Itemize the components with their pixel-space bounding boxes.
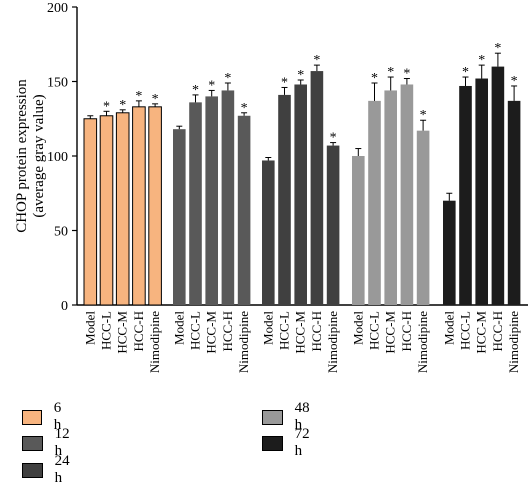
x-tick-label: HCC-M (293, 311, 308, 354)
x-tick-label: HCC-M (115, 311, 130, 354)
legend-item: 72 h (262, 426, 315, 460)
x-tick-label: Model (171, 311, 186, 345)
bar (221, 90, 235, 305)
x-tick-label: Model (350, 311, 365, 345)
bar (189, 102, 202, 305)
bar (416, 130, 430, 305)
x-tick-label: HCC-M (383, 311, 398, 354)
bar (173, 129, 186, 305)
legend-swatch (22, 409, 42, 425)
legend-item: 6 h (22, 400, 68, 434)
significance-marker: * (494, 41, 501, 56)
y-axis-label: CHOP protein expression(average gray val… (14, 79, 47, 233)
significance-marker: * (281, 75, 288, 90)
significance-marker: * (403, 67, 410, 82)
bar (491, 66, 505, 305)
significance-marker: * (241, 101, 248, 116)
y-tick-label: 200 (47, 1, 68, 16)
y-tick-label: 50 (54, 225, 68, 240)
x-tick-label: HCC-M (474, 311, 489, 354)
legend-item: 48 h (262, 400, 315, 434)
bar (475, 78, 488, 306)
bar (83, 118, 98, 306)
significance-marker: * (313, 53, 320, 68)
bar (400, 84, 414, 305)
x-tick-label: HCC-H (220, 311, 235, 351)
bar (294, 84, 307, 305)
bar (278, 94, 291, 305)
legend-item: 24 h (22, 453, 75, 487)
x-tick-label: Nimodipine (325, 311, 340, 373)
significance-marker: * (462, 65, 469, 80)
x-tick-label: HCC-H (490, 311, 505, 351)
bar (205, 96, 218, 306)
significance-marker: * (330, 131, 337, 146)
legend-label: 12 h (54, 426, 70, 459)
significance-marker: * (208, 78, 215, 93)
x-tick-label: HCC-L (458, 311, 473, 350)
significance-marker: * (511, 74, 518, 89)
chart-svg: 0 50 100 150 200 CHOP protein expression(aver… (14, 1, 528, 373)
y-axis-label-line: (average gray value) (31, 94, 47, 217)
y-tick-label: 0 (61, 299, 68, 314)
x-tick-label: HCC-L (367, 311, 382, 350)
significance-marker: * (478, 53, 485, 68)
y-axis-label-line: CHOP protein expression (14, 79, 30, 233)
significance-marker: * (135, 89, 142, 104)
significance-marker: * (297, 68, 304, 83)
legend-label: 6 h (53, 400, 62, 433)
bar (507, 100, 521, 306)
x-tick-label: Model (260, 311, 275, 345)
legend-swatch (22, 462, 43, 478)
bar (459, 85, 472, 305)
legend-label: 72 h (294, 426, 310, 459)
legend-label: 24 h (54, 453, 70, 486)
x-tick-label: Nimodipine (147, 311, 162, 373)
x-tick-label: HCC-H (309, 311, 324, 351)
legend-swatch (22, 435, 43, 451)
bar (148, 106, 162, 306)
bar (384, 90, 397, 305)
bar (326, 145, 340, 305)
x-tick-label: Model (82, 311, 97, 345)
x-tick-label: HCC-L (188, 311, 203, 350)
y-tick-label: 150 (47, 76, 68, 91)
x-tick-label: Nimodipine (236, 311, 251, 373)
significance-marker: * (152, 92, 159, 107)
legend-swatch (262, 409, 283, 425)
legend-item: 12 h (22, 426, 75, 460)
y-tick-label: 100 (47, 150, 68, 165)
bar (368, 100, 381, 306)
bar (132, 106, 146, 306)
x-tick-label: Nimodipine (506, 311, 521, 373)
significance-marker: * (119, 98, 126, 113)
x-tick-label: HCC-L (99, 311, 114, 350)
x-tick-label: HCC-L (277, 311, 292, 350)
bar (262, 160, 275, 305)
bar (115, 112, 130, 306)
bar (443, 200, 456, 305)
significance-marker: * (387, 65, 394, 80)
significance-marker: * (420, 108, 427, 123)
x-tick-label: HCC-M (204, 311, 219, 354)
legend-label: 48 h (294, 400, 310, 433)
bar (237, 115, 251, 306)
x-tick-label: Nimodipine (415, 311, 430, 373)
significance-marker: * (192, 83, 199, 98)
bar (310, 71, 324, 305)
legend-swatch (262, 435, 283, 451)
significance-marker: * (224, 71, 231, 86)
x-tick-label: HCC-H (131, 311, 146, 351)
x-tick-label: HCC-H (399, 311, 414, 351)
bar (352, 156, 365, 305)
x-tick-label: Model (441, 311, 456, 345)
bar (99, 115, 114, 306)
significance-marker: * (103, 99, 110, 114)
significance-marker: * (371, 71, 378, 86)
